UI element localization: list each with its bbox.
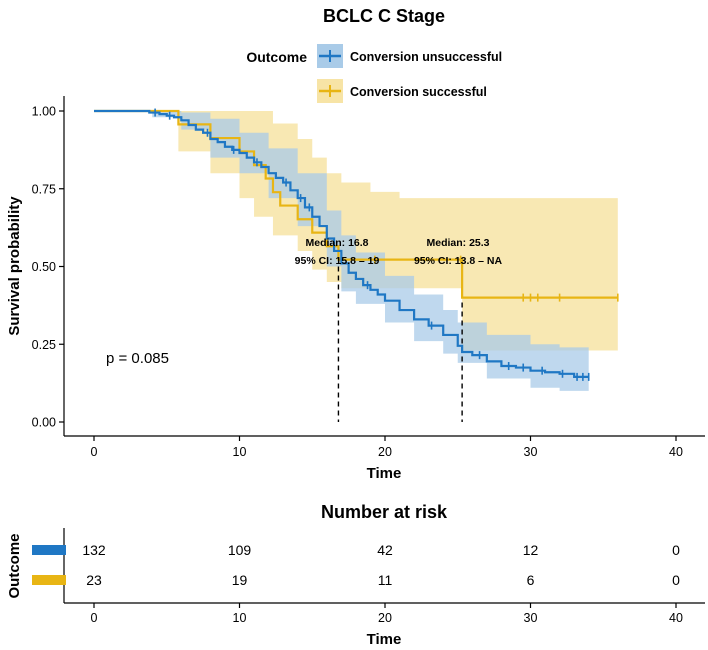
risk-count: 6: [527, 572, 535, 588]
x-tick-label: 30: [524, 445, 538, 459]
risk-y-axis-label: Outcome: [6, 533, 23, 598]
y-tick-label: 0.25: [32, 338, 56, 352]
risk-count: 19: [232, 572, 248, 588]
risk-x-tick-label: 20: [378, 611, 392, 625]
risk-count: 12: [523, 542, 539, 558]
risk-table-title: Number at risk: [321, 502, 448, 522]
legend-label-successful: Conversion successful: [350, 85, 487, 99]
median-label-successful: Median: 25.3: [426, 237, 489, 249]
x-axis-label: Time: [367, 465, 402, 482]
chart-title: BCLC C Stage: [323, 6, 445, 26]
risk-x-tick-label: 10: [233, 611, 247, 625]
x-tick-label: 20: [378, 445, 392, 459]
legend-key-successful: [317, 79, 343, 103]
risk-count: 132: [82, 542, 106, 558]
risk-row-color-key: [32, 575, 66, 585]
median-ci-label-successful: 95% CI: 13.8 – NA: [414, 255, 503, 267]
risk-count: 109: [228, 542, 252, 558]
risk-count: 42: [377, 542, 393, 558]
p-value: p = 0.085: [106, 350, 169, 367]
legend-title: Outcome: [246, 49, 307, 65]
x-tick-label: 0: [91, 445, 98, 459]
legend-label-unsuccessful: Conversion unsuccessful: [350, 50, 502, 64]
y-tick-label: 0.50: [32, 260, 56, 274]
y-tick-label: 0.75: [32, 182, 56, 196]
y-tick-label: 0.00: [32, 416, 56, 430]
survival-curve-unsuccessful: [94, 109, 589, 379]
risk-count: 11: [378, 572, 393, 588]
x-tick-label: 40: [669, 445, 683, 459]
y-axis-label: Survival probability: [6, 196, 23, 336]
y-tick-label: 1.00: [32, 105, 56, 119]
x-tick-label: 10: [233, 445, 247, 459]
legend-key-unsuccessful: [317, 44, 343, 68]
risk-count: 0: [672, 572, 680, 588]
risk-x-tick-label: 30: [524, 611, 538, 625]
median-ci-label-unsuccessful: 95% CI: 15.8 – 19: [295, 255, 380, 267]
ci-band-successful: [94, 111, 618, 351]
risk-x-axis-label: Time: [367, 631, 402, 648]
risk-row-color-key: [32, 545, 66, 555]
risk-x-tick-label: 40: [669, 611, 683, 625]
risk-count: 23: [86, 572, 102, 588]
risk-count: 0: [672, 542, 680, 558]
risk-x-tick-label: 0: [91, 611, 98, 625]
median-label-unsuccessful: Median: 16.8: [305, 237, 368, 249]
survival-curve-successful: [94, 109, 618, 299]
